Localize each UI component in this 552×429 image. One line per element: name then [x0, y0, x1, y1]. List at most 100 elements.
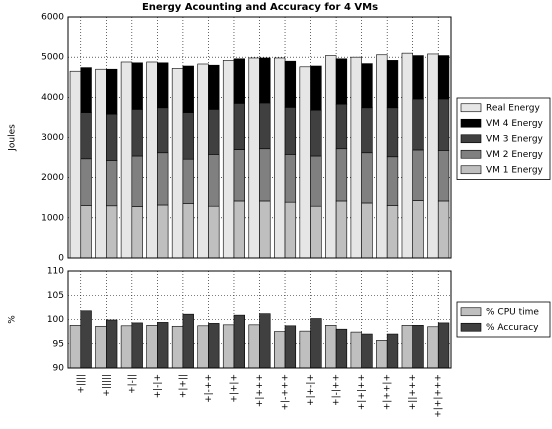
bar [361, 333, 373, 369]
stacked-bar [182, 65, 194, 113]
bar [427, 53, 439, 259]
stacked-bar [157, 152, 169, 206]
bar [299, 66, 311, 259]
bar [299, 330, 311, 369]
legend-swatch [460, 322, 482, 332]
x-tick-label: +|+|++ [357, 374, 367, 410]
bar [274, 331, 286, 369]
x-tick-label: +|+|+++ [434, 374, 444, 418]
stacked-bar [80, 158, 92, 206]
bar [350, 331, 362, 369]
y-tick-label: 2000 [41, 173, 64, 183]
bar [157, 322, 169, 369]
stacked-bar [157, 204, 169, 259]
bar [80, 310, 92, 369]
bar [146, 325, 158, 369]
stacked-bar [259, 200, 271, 259]
stacked-bar [361, 202, 373, 259]
stacked-bar [361, 152, 373, 204]
stacked-bar [106, 160, 118, 207]
y-tick-label: 100 [47, 315, 64, 325]
stacked-bar [259, 102, 271, 150]
bar [233, 314, 245, 369]
stacked-bar [437, 55, 450, 100]
stacked-bar [131, 62, 143, 110]
bar [146, 61, 158, 259]
stacked-bar [259, 57, 271, 104]
stacked-bar [233, 200, 245, 259]
stacked-bar [131, 206, 143, 259]
stacked-bar [437, 200, 450, 259]
stacked-bar [310, 155, 322, 207]
stacked-bar [284, 201, 297, 259]
x-tick-label: +|-|++ [332, 374, 342, 406]
bar [222, 324, 235, 369]
bar [197, 63, 209, 259]
bar [131, 322, 143, 369]
legend-label: VM 3 Energy [486, 134, 544, 144]
x-tick-label: +|||| [76, 374, 86, 394]
stacked-bar [412, 55, 424, 100]
y-tick-label: 90 [53, 364, 65, 374]
stacked-bar [182, 158, 194, 204]
bar [197, 325, 209, 369]
bar [69, 70, 82, 259]
bar [274, 57, 286, 259]
stacked-bar [310, 205, 322, 259]
stacked-bar [208, 64, 220, 110]
bar [69, 325, 82, 369]
bar [427, 326, 439, 369]
x-tick-label: +|+++ [255, 374, 265, 407]
x-tick-label: +|-++ [204, 374, 214, 403]
bar [401, 325, 414, 369]
stacked-bar [131, 109, 143, 157]
bar [171, 325, 184, 369]
x-tick-label: +|+-|+ [306, 374, 316, 406]
chart-title: Energy Acounting and Accuracy for 4 VMs [142, 2, 378, 13]
bar [120, 61, 133, 259]
stacked-bar [386, 205, 399, 259]
x-tick-label: +|++|+ [383, 374, 393, 410]
x-tick-label: +|+|| [178, 374, 188, 398]
y-tick-label: 105 [47, 291, 64, 301]
x-tick-label: +|-|+ [153, 374, 163, 398]
legend-label: VM 1 Energy [486, 165, 544, 175]
stacked-bar [182, 112, 194, 160]
stacked-bar [182, 203, 194, 259]
bar [222, 60, 235, 259]
legend-swatch [460, 149, 482, 159]
stacked-bar [437, 150, 450, 202]
bar [259, 313, 271, 369]
bar [106, 319, 118, 369]
bar [120, 325, 133, 369]
legend-label: VM 2 Energy [486, 150, 544, 160]
y-tick-label: 5000 [41, 53, 64, 63]
legend-label: % CPU time [486, 307, 539, 317]
stacked-bar [335, 200, 348, 259]
stacked-bar [284, 154, 297, 203]
bar [208, 323, 220, 369]
stacked-bar [259, 148, 271, 202]
y-tick-label: 95 [53, 339, 64, 349]
x-tick-label: +|+|+ [229, 374, 239, 403]
stacked-bar [106, 113, 118, 161]
y-axis-label: Joules [8, 124, 18, 152]
bar [248, 324, 260, 369]
bar [248, 57, 260, 259]
stacked-bar [106, 68, 118, 115]
stacked-bar [233, 103, 245, 150]
legend-swatch [460, 134, 482, 144]
legend-label: Real Energy [486, 103, 540, 113]
stacked-bar [131, 155, 143, 207]
stacked-bar [157, 62, 169, 109]
stacked-bar [437, 98, 450, 151]
plot-frame [67, 16, 452, 259]
bar [350, 56, 362, 259]
stacked-bar [386, 107, 399, 158]
y-axis-label: % [8, 315, 18, 324]
stacked-bar [157, 107, 169, 154]
y-tick-label: 3000 [41, 133, 64, 143]
stacked-bar [310, 65, 322, 111]
legend-swatch [460, 165, 482, 175]
